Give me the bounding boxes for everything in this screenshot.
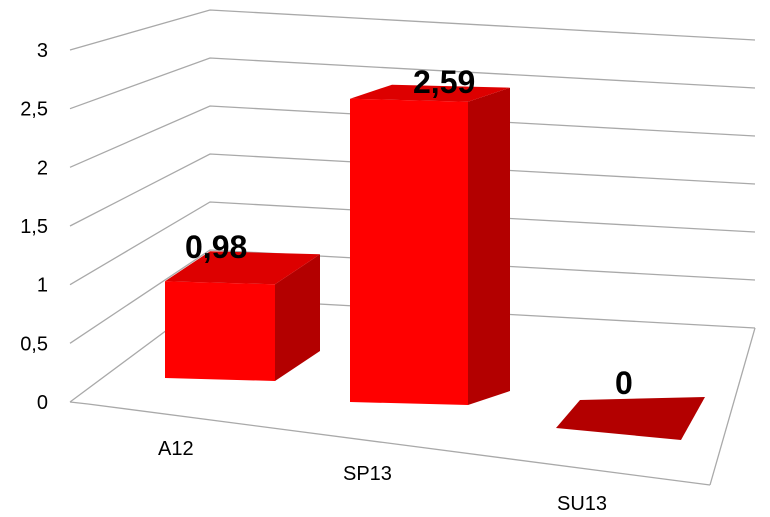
y-tick-labels: 0 0,5 1 1,5 2 2,5 3	[20, 40, 48, 414]
category-label: A12	[158, 438, 194, 460]
data-label: 2,59	[413, 64, 475, 100]
y-tick-label: 0	[37, 392, 48, 414]
y-tick-label: 1	[37, 275, 48, 297]
y-tick-label: 3	[37, 40, 48, 62]
floor-right-edge	[709, 327, 756, 486]
bar-front-face	[165, 281, 275, 381]
bar-flat-face	[556, 397, 705, 440]
gridline	[69, 105, 756, 168]
y-tick-label: 0,5	[20, 333, 48, 355]
bar-front-face	[350, 98, 468, 405]
bar-a12	[165, 251, 320, 381]
gridline	[69, 249, 756, 344]
bars	[165, 84, 705, 440]
gridline	[69, 9, 756, 51]
data-label: 0	[615, 365, 633, 401]
y-tick-label: 2,5	[20, 99, 48, 121]
category-label: SU13	[557, 493, 607, 515]
gridline	[69, 201, 756, 286]
bar-top-face	[165, 251, 320, 285]
data-label: 0,98	[185, 229, 247, 265]
bar-sp13	[350, 84, 510, 405]
floor-left-edge	[69, 401, 89, 405]
axes	[69, 327, 756, 486]
y-tick-label: 1,5	[20, 216, 48, 238]
bar-top-face	[350, 84, 510, 102]
category-label: SP13	[343, 463, 392, 485]
gridline	[69, 57, 756, 110]
grid-lines	[69, 9, 756, 403]
bar-side-face	[468, 87, 510, 405]
bar-side-face	[275, 254, 320, 381]
gridline	[69, 153, 756, 227]
category-labels: A12 SP13 SU13	[158, 438, 607, 515]
floor-front-edge	[87, 403, 711, 486]
y-tick-label: 2	[37, 157, 48, 179]
bar-su13	[556, 397, 705, 440]
data-labels: 0,98 2,59 0	[185, 64, 633, 401]
